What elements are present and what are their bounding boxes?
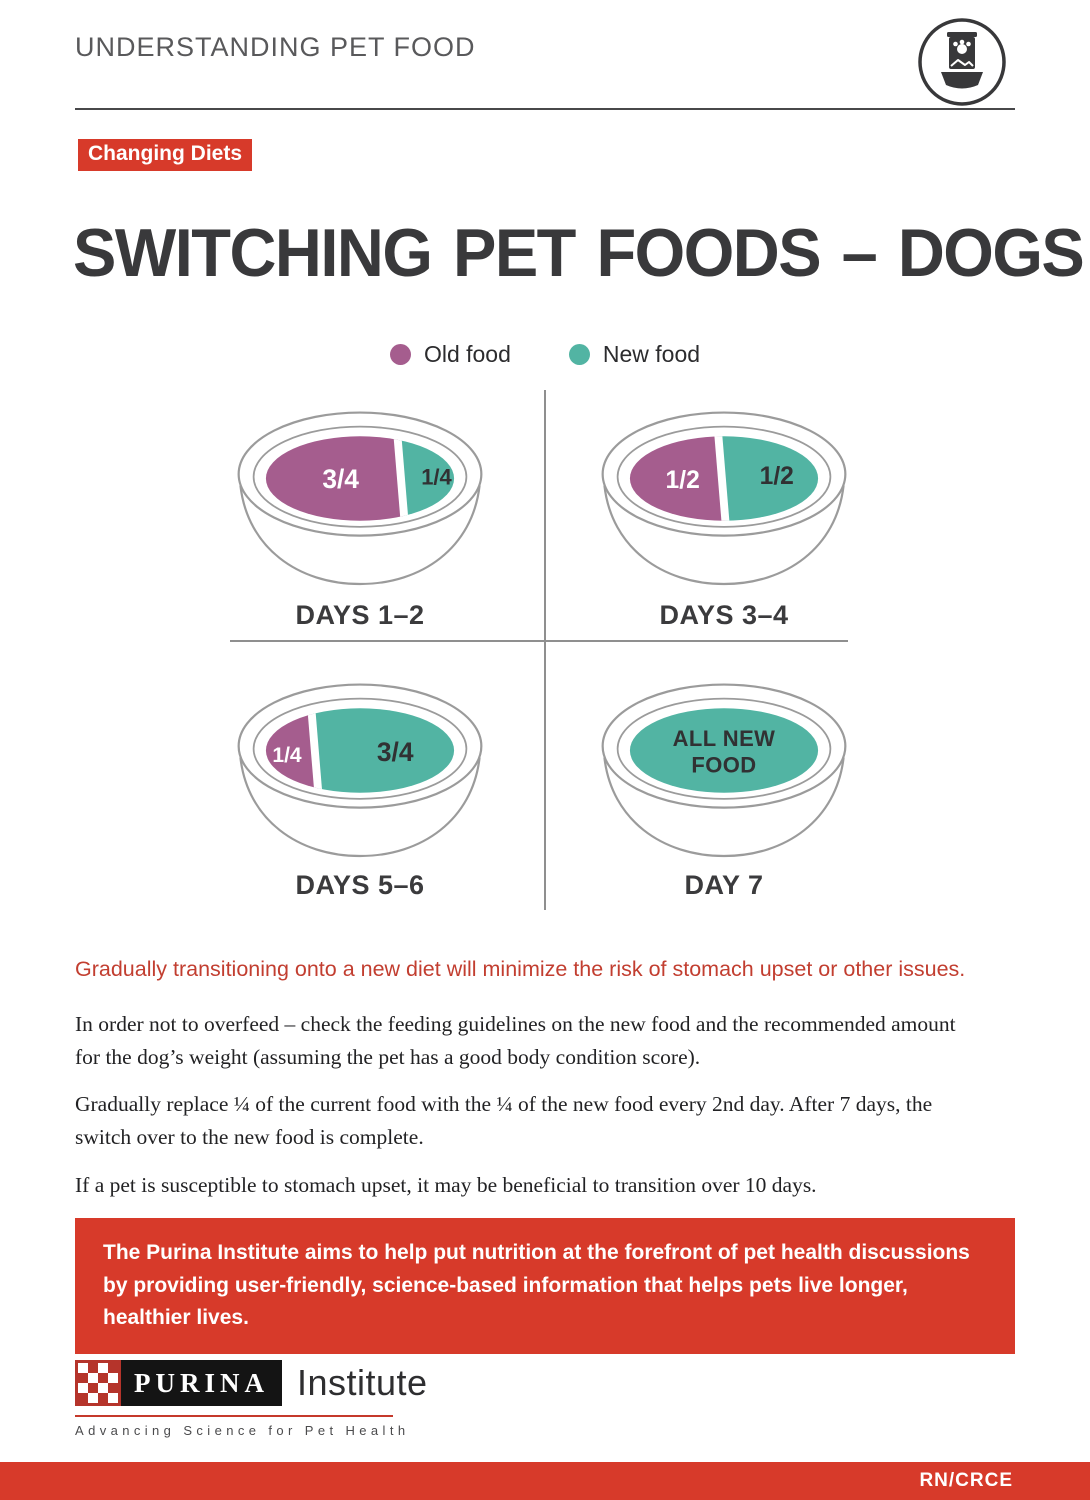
bowl-days-3-4: 1/2 1/2 [592,402,856,606]
horizontal-divider [230,640,848,642]
purina-institute-logo: PURINA Institute [75,1360,428,1406]
paragraph-overfeed: In order not to overfeed – check the fee… [75,1012,956,1069]
bowl-caption-days-1-2: DAYS 1–2 [295,600,425,630]
legend-item-old-food: Old food [389,341,511,368]
all-new-food-label-line2: FOOD [691,752,756,777]
page-title: SWITCHING PET FOODS – DOGS [73,214,1085,291]
old-food-dot-icon [389,344,411,365]
bowl-caption-days-3-4: DAYS 3–4 [659,600,789,630]
bowl-days-5-6: 1/4 3/4 [228,674,492,878]
body-text: In order not to overfeed – check the fee… [75,1008,970,1216]
old-fraction-label: 1/4 [272,744,302,767]
vertical-divider [544,390,546,910]
section-badge: Changing Diets [78,139,253,171]
highlight-sentence: Gradually transitioning onto a new diet … [75,957,966,981]
footer-bar: RN/CRCE [0,1462,1090,1500]
legend: Old food New food [0,341,1090,368]
bowl-day-7: ALL NEW FOOD [592,674,856,878]
logo-tagline: Advancing Science for Pet Health [75,1423,410,1438]
new-fraction-label: 1/2 [760,463,794,490]
paragraph-replace: Gradually replace ¼ of the current food … [75,1092,933,1150]
paragraph-susceptible: If a pet is susceptible to stomach upset… [75,1172,817,1197]
bowl-caption-day-7: DAY 7 [684,870,764,900]
legend-item-new-food: New food [568,341,701,368]
new-fraction-label: 1/4 [421,465,452,490]
legend-label-new: New food [602,341,701,367]
header-divider [75,108,1015,110]
old-fraction-label: 3/4 [322,464,359,494]
purina-wordmark: PURINA [134,1367,269,1398]
pet-food-bag-and-bowl-icon [916,16,1008,113]
legend-label-old: Old food [423,341,511,367]
footer-code: RN/CRCE [919,1470,1013,1491]
new-fraction-label: 3/4 [377,737,414,767]
logo-divider [75,1415,393,1417]
new-food-dot-icon [568,344,590,365]
purina-checkerboard-icon [75,1360,121,1406]
purina-institute-callout: The Purina Institute aims to help put nu… [75,1218,1015,1354]
bowl-days-1-2: 3/4 1/4 [228,402,492,606]
all-new-food-label-line1: ALL NEW [673,726,776,751]
purina-wordmark-box: PURINA [121,1360,282,1406]
old-fraction-label: 1/2 [666,467,700,494]
bowl-caption-days-5-6: DAYS 5–6 [295,870,425,900]
institute-wordmark: Institute [297,1362,428,1403]
document-header-title: UNDERSTANDING PET FOOD [75,32,476,62]
